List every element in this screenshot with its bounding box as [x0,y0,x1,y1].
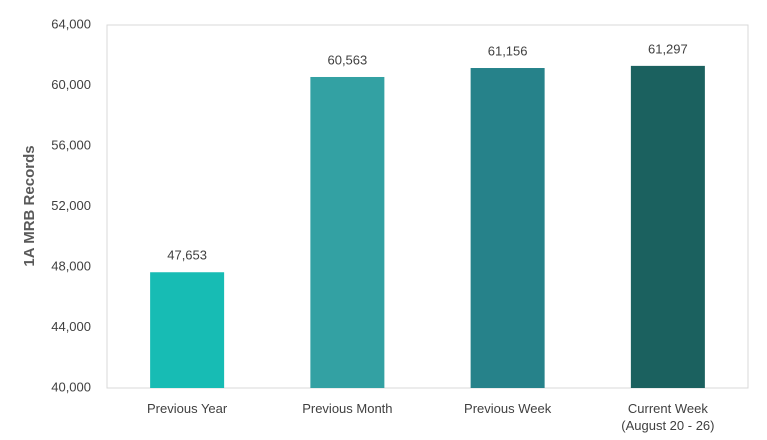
y-axis-title: 1A MRB Records [21,145,38,266]
data-label: 60,563 [327,52,367,67]
y-tick-label: 52,000 [51,198,91,213]
x-tick-label: Previous Year [147,401,228,416]
x-tick-label: Previous Month [302,401,393,416]
x-tick-label: Previous Week [464,401,552,416]
y-tick-label: 60,000 [51,77,91,92]
y-tick-label: 40,000 [51,379,91,394]
data-label: 61,297 [648,41,688,56]
bar [310,76,385,389]
y-tick-label: 44,000 [51,319,91,334]
data-label: 47,653 [167,248,207,263]
x-tick-label: Current Week (August 20 - 26) [621,401,715,433]
y-tick-label: 56,000 [51,137,91,152]
bar [470,68,545,388]
data-label: 61,156 [488,43,528,58]
y-tick-label: 64,000 [51,16,91,31]
bar [630,65,705,388]
y-tick-label: 48,000 [51,258,91,273]
plot-frame [106,24,749,389]
bar [150,272,225,388]
